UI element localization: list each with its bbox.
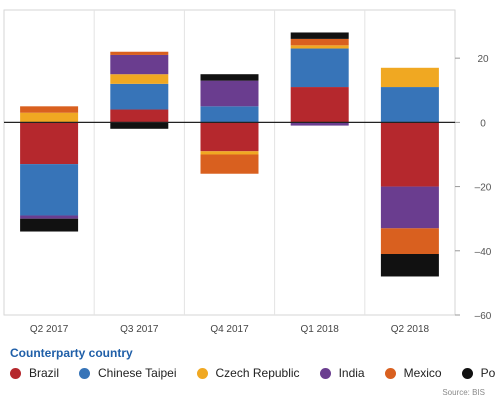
bar-segment-poland <box>290 32 349 39</box>
bar-segment-chinese-taipei <box>290 48 349 88</box>
bar-segment-mexico <box>380 228 439 254</box>
bar-segment-india <box>290 122 349 126</box>
legend: Brazil Chinese Taipei Czech Republic India M… <box>10 366 495 380</box>
legend-title: Counterparty country <box>10 346 133 360</box>
legend-label: Czech Republic <box>215 366 300 380</box>
legend-item: India <box>319 366 365 380</box>
legend-swatch <box>319 367 331 379</box>
bar-segment-india <box>110 54 169 75</box>
bar-segment-poland <box>110 122 169 129</box>
legend-item: Chinese Taipei <box>79 366 177 380</box>
x-tick-label: Q4 2017 <box>210 324 249 335</box>
y-tick-label: 0 <box>480 118 486 129</box>
bar-segment-brazil <box>20 122 79 165</box>
bar-segment-mexico <box>200 154 259 174</box>
bar-segment-india <box>200 80 259 107</box>
legend-item: Brazil <box>10 366 59 380</box>
legend-item: Mexico <box>384 366 442 380</box>
legend-swatch <box>461 367 473 379</box>
legend-label: Poland <box>480 366 495 380</box>
x-tick-label: Q2 2018 <box>391 324 430 335</box>
bar-segment-chinese-taipei <box>110 83 169 110</box>
bar-segment-brazil <box>380 122 439 187</box>
legend-swatch <box>10 367 21 379</box>
plot-frame <box>3 9 456 316</box>
legend-swatch <box>79 367 91 379</box>
bar-segment-czech-republic <box>380 67 439 88</box>
bar-segment-mexico <box>290 38 349 46</box>
bar-segment-india <box>20 215 79 219</box>
legend-label: Brazil <box>29 366 60 380</box>
bar-segment-brazil <box>290 87 349 123</box>
bar-segment-poland <box>20 218 79 232</box>
x-tick-label: Q2 2017 <box>30 324 69 335</box>
legend-label: Mexico <box>403 366 442 380</box>
bar-segment-poland <box>200 74 259 81</box>
bar-segment-czech-republic <box>20 112 79 123</box>
x-tick-label: Q1 2018 <box>301 324 340 335</box>
bar-segment-brazil <box>110 109 169 123</box>
bar-segment-czech-republic <box>110 74 169 84</box>
bar-segment-czech-republic <box>200 151 259 155</box>
bar-segment-chinese-taipei <box>380 87 439 123</box>
bar-segment-brazil <box>200 122 259 152</box>
x-tick-label: Q3 2017 <box>120 324 159 335</box>
legend-item: Czech Republic <box>196 366 300 380</box>
y-tick-label: –40 <box>475 247 492 258</box>
legend-swatch <box>384 367 396 379</box>
bar-segment-mexico <box>20 106 79 113</box>
y-tick-label: –60 <box>475 311 492 322</box>
bar-segment-chinese-taipei <box>200 106 259 123</box>
legend-label: India <box>338 366 365 380</box>
y-tick-label: 20 <box>477 54 489 65</box>
legend-swatch <box>196 367 208 379</box>
bar-segment-chinese-taipei <box>20 164 79 216</box>
source-note: Source: BIS <box>442 388 485 397</box>
bar-segment-mexico <box>110 51 169 55</box>
y-tick-label: –20 <box>475 183 492 194</box>
bar-segment-poland <box>380 254 439 277</box>
legend-item: Poland <box>461 366 495 380</box>
legend-label: Chinese Taipei <box>98 366 177 380</box>
bar-segment-czech-republic <box>290 45 349 49</box>
bar-segment-india <box>380 186 439 229</box>
